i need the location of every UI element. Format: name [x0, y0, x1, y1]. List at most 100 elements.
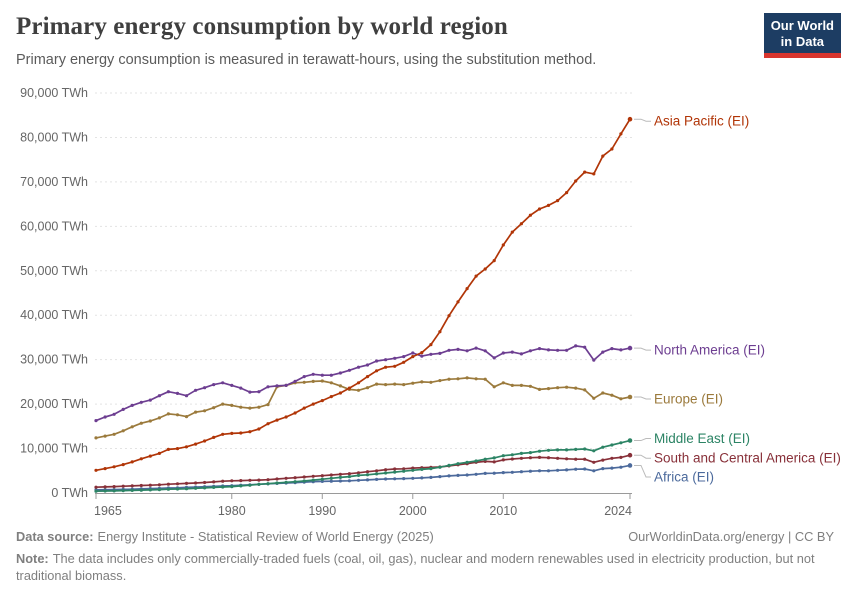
data-point — [601, 458, 605, 462]
data-point — [248, 430, 252, 434]
data-source-text: Energy Institute - Statistical Review of… — [97, 529, 434, 544]
data-point — [221, 381, 225, 385]
data-point — [356, 471, 361, 475]
data-point — [194, 442, 198, 446]
note-text: The data includes only commercially-trad… — [16, 551, 815, 584]
data-point — [420, 380, 424, 384]
x-axis-tick-label: 1980 — [218, 504, 246, 518]
x-axis-tick-label: 2010 — [489, 504, 517, 518]
series-group-europe-ei[interactable]: Europe (EI) — [94, 376, 723, 440]
data-point — [447, 463, 451, 467]
series-group-south-and-central-america-ei[interactable]: South and Central America (EI) — [94, 451, 841, 489]
data-point — [474, 346, 478, 350]
data-point — [610, 456, 614, 460]
owid-energy-link[interactable]: OurWorldinData.org/energy | CC BY — [628, 529, 834, 544]
data-point — [583, 467, 587, 471]
data-point — [347, 479, 351, 483]
data-point — [311, 478, 315, 482]
data-point — [610, 393, 614, 397]
data-point — [537, 207, 542, 211]
data-point — [375, 369, 379, 373]
series-end-label-north-america-ei[interactable]: North America (EI) — [654, 343, 765, 358]
data-point — [184, 445, 189, 449]
data-point — [166, 447, 170, 451]
data-point — [203, 386, 207, 390]
data-point — [166, 482, 170, 486]
data-point — [94, 436, 98, 440]
series-group-middle-east-ei[interactable]: Middle East (EI) — [94, 431, 750, 493]
x-axis-tick-label: 1990 — [308, 504, 336, 518]
series-line-europe-ei[interactable] — [95, 377, 631, 439]
data-point — [302, 375, 306, 379]
y-axis-tick-label: 80,000 TWh — [20, 130, 88, 144]
data-point — [230, 383, 234, 387]
series-end-label-asia-pacific-ei[interactable]: Asia Pacific (EI) — [654, 114, 749, 129]
series-line-asia-pacific-ei[interactable] — [95, 118, 631, 472]
series-line-africa-ei[interactable] — [95, 464, 631, 491]
x-axis-tick-label: 1965 — [94, 504, 122, 518]
owid-logo[interactable]: Our World in Data — [763, 13, 841, 58]
data-point — [375, 472, 379, 476]
series-end-label-south-and-central-america-ei[interactable]: South and Central America (EI) — [654, 451, 841, 466]
data-point — [175, 391, 180, 395]
data-point — [257, 427, 261, 431]
data-point — [329, 381, 333, 385]
data-point — [365, 470, 370, 474]
data-point — [483, 471, 487, 475]
series-end-label-africa-ei[interactable]: Africa (EI) — [654, 469, 714, 484]
data-point — [384, 358, 388, 362]
data-point — [302, 380, 306, 384]
note-label: Note: — [16, 551, 49, 566]
data-point — [103, 415, 107, 419]
series-line-north-america-ei[interactable] — [95, 345, 631, 422]
data-point — [601, 445, 605, 449]
data-point — [221, 485, 225, 489]
data-point — [320, 477, 324, 481]
data-point — [148, 419, 152, 423]
data-point — [537, 449, 542, 453]
y-axis-tick-label: 30,000 TWh — [20, 353, 88, 367]
data-point — [501, 454, 505, 458]
data-point — [230, 403, 234, 407]
data-point — [103, 485, 107, 489]
data-point — [510, 383, 514, 387]
series-group-asia-pacific-ei[interactable]: Asia Pacific (EI) — [94, 114, 749, 472]
data-point — [112, 489, 116, 493]
data-point — [510, 230, 514, 234]
data-point — [302, 475, 306, 479]
series-end-label-middle-east-ei[interactable]: Middle East (EI) — [654, 431, 750, 446]
data-point — [492, 259, 496, 263]
data-point — [610, 147, 614, 151]
data-point — [239, 484, 243, 488]
data-point — [94, 419, 98, 423]
data-point — [483, 457, 487, 461]
data-point — [157, 451, 161, 455]
data-point — [528, 349, 533, 353]
data-point — [492, 385, 496, 389]
y-axis-tick-label: 50,000 TWh — [20, 264, 88, 278]
data-point — [130, 403, 134, 407]
data-point — [610, 466, 614, 470]
data-point — [483, 349, 487, 353]
data-point — [365, 363, 370, 367]
data-point — [103, 467, 107, 471]
data-point — [610, 443, 614, 447]
data-point — [284, 415, 288, 419]
data-point — [438, 475, 442, 479]
series-group-north-america-ei[interactable]: North America (EI) — [94, 343, 765, 423]
data-point — [402, 355, 406, 359]
end-label-connector — [634, 438, 651, 442]
data-point — [302, 479, 306, 483]
data-point — [221, 402, 225, 406]
data-point — [257, 390, 261, 394]
series-end-label-europe-ei[interactable]: Europe (EI) — [654, 392, 723, 407]
data-point — [139, 488, 143, 492]
data-point — [184, 487, 189, 491]
data-point — [456, 462, 460, 466]
data-point — [438, 379, 442, 383]
data-point — [402, 477, 406, 481]
data-point — [329, 476, 333, 480]
data-point — [537, 387, 542, 391]
data-point — [257, 478, 261, 482]
